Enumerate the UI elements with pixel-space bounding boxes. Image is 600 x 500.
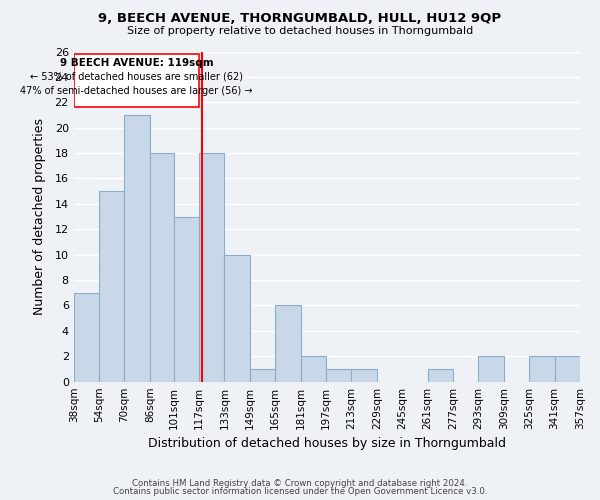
X-axis label: Distribution of detached houses by size in Thorngumbald: Distribution of detached houses by size … bbox=[148, 437, 506, 450]
Bar bbox=[352, 369, 377, 382]
Text: 47% of semi-detached houses are larger (56) →: 47% of semi-detached houses are larger (… bbox=[20, 86, 253, 96]
Text: 9, BEECH AVENUE, THORNGUMBALD, HULL, HU12 9QP: 9, BEECH AVENUE, THORNGUMBALD, HULL, HU1… bbox=[98, 12, 502, 26]
Bar bbox=[224, 254, 250, 382]
Y-axis label: Number of detached properties: Number of detached properties bbox=[33, 118, 46, 315]
Text: 9 BEECH AVENUE: 119sqm: 9 BEECH AVENUE: 119sqm bbox=[59, 58, 213, 68]
Bar bbox=[150, 153, 173, 382]
Bar bbox=[301, 356, 326, 382]
Text: Contains HM Land Registry data © Crown copyright and database right 2024.: Contains HM Land Registry data © Crown c… bbox=[132, 478, 468, 488]
Bar bbox=[173, 216, 199, 382]
Bar bbox=[250, 369, 275, 382]
FancyBboxPatch shape bbox=[74, 54, 199, 108]
Bar bbox=[199, 153, 224, 382]
Text: Size of property relative to detached houses in Thorngumbald: Size of property relative to detached ho… bbox=[127, 26, 473, 36]
Bar bbox=[74, 293, 99, 382]
Bar bbox=[478, 356, 504, 382]
Bar bbox=[326, 369, 352, 382]
Bar bbox=[554, 356, 580, 382]
Bar bbox=[124, 115, 150, 382]
Bar bbox=[529, 356, 554, 382]
Bar bbox=[275, 306, 301, 382]
Bar bbox=[99, 191, 124, 382]
Text: Contains public sector information licensed under the Open Government Licence v3: Contains public sector information licen… bbox=[113, 487, 487, 496]
Bar bbox=[428, 369, 453, 382]
Text: ← 53% of detached houses are smaller (62): ← 53% of detached houses are smaller (62… bbox=[30, 72, 243, 82]
